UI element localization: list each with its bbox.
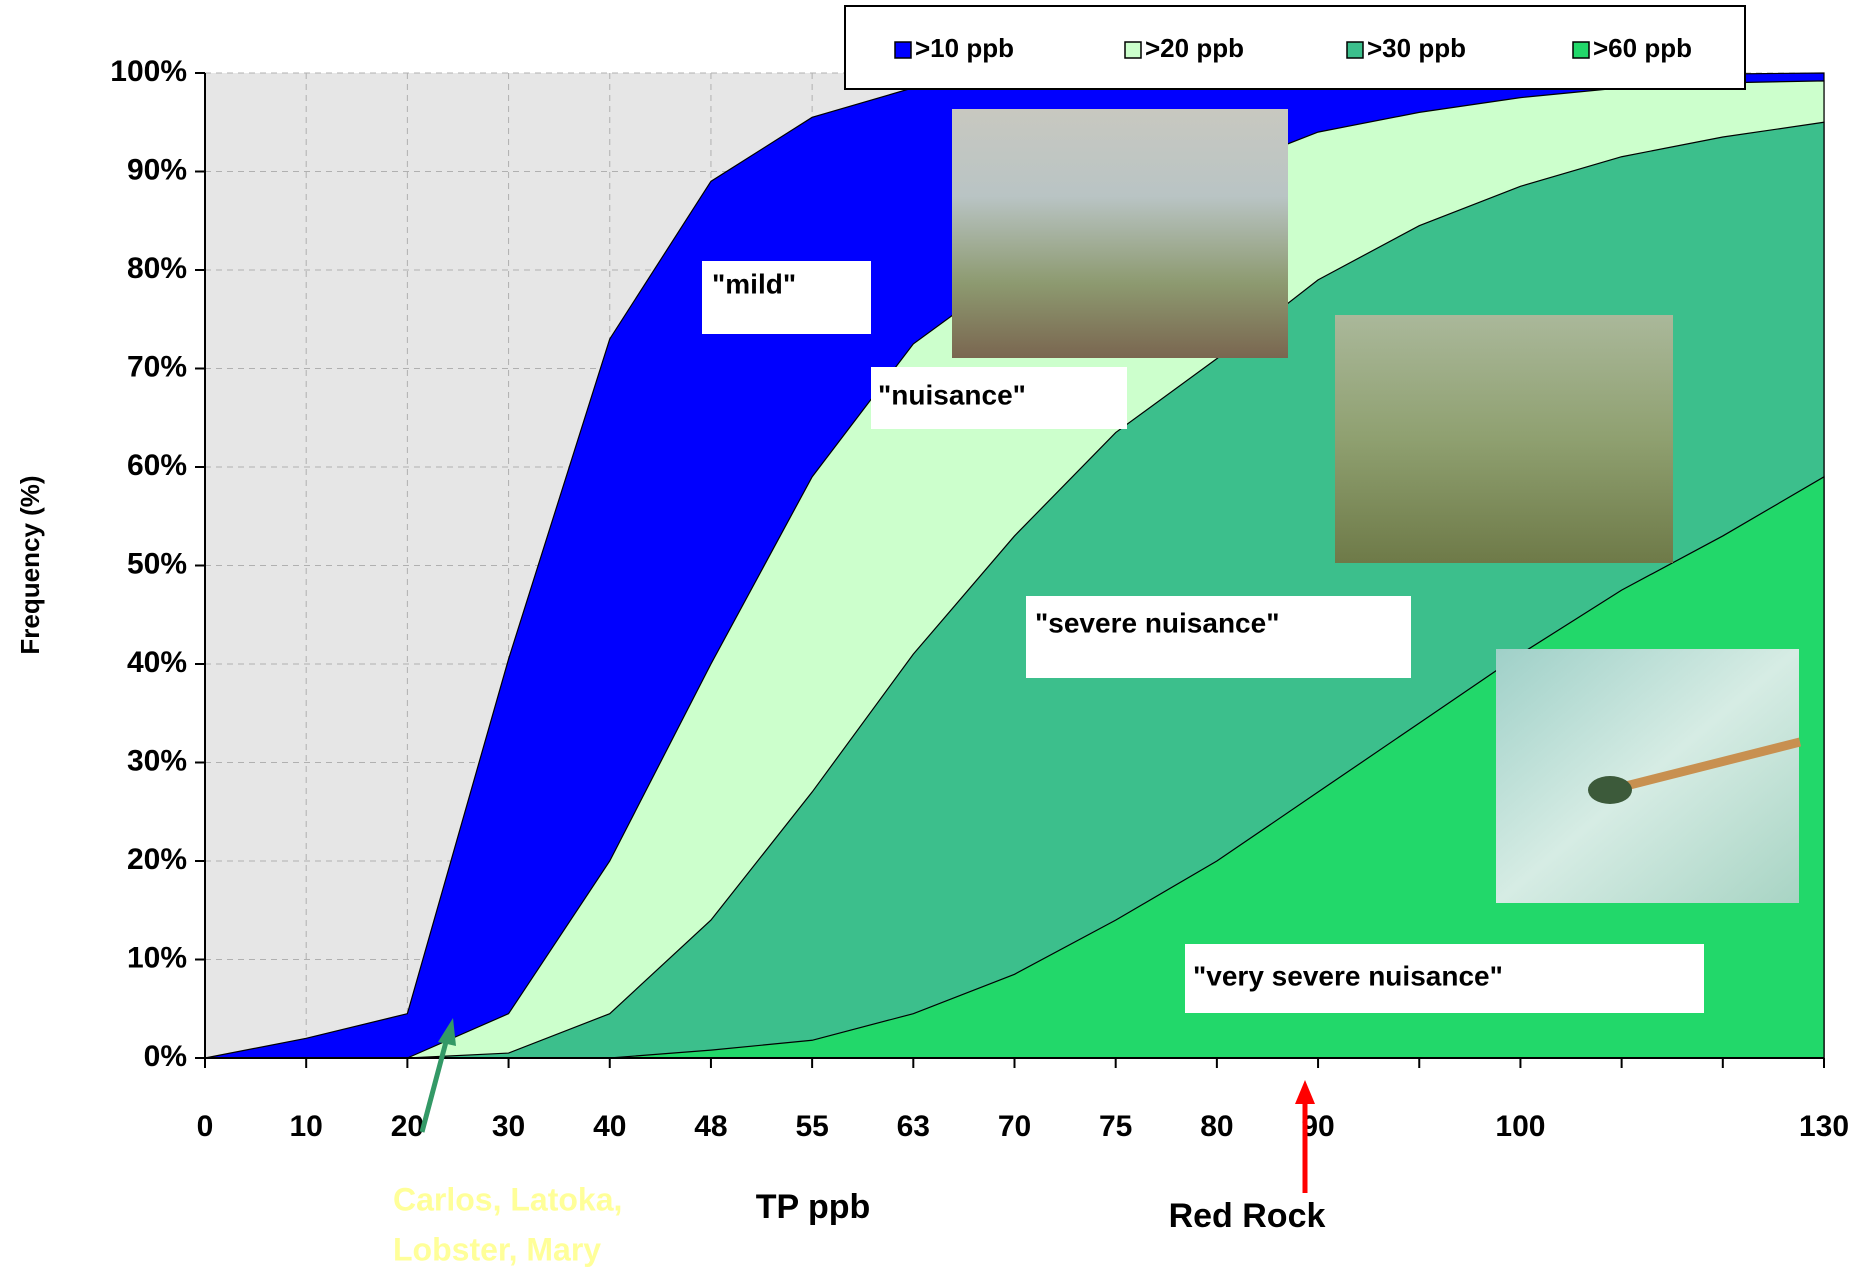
x-tick-label: 48 — [694, 1110, 727, 1143]
y-tick-label: 50% — [127, 547, 187, 580]
legend-swatch — [1572, 41, 1590, 59]
y-tick-label: 60% — [127, 449, 187, 482]
photo — [952, 109, 1288, 358]
x-tick-label: 55 — [795, 1110, 828, 1143]
y-tick-label: 0% — [144, 1040, 187, 1073]
axes: 0% 10% 20% 30% 40% 50% 60% 70% 80% 90% 100% 0 10 20 30… — [110, 55, 1849, 1143]
area — [609, 475, 1825, 1059]
y-tick-label: 10% — [127, 941, 187, 974]
legend-label: >20 ppb — [1145, 33, 1244, 63]
legend-label: >10 ppb — [915, 33, 1014, 63]
y-tick-label: 90% — [127, 153, 187, 186]
x-tick-label: 100 — [1495, 1110, 1545, 1143]
x-tick-label: 63 — [897, 1110, 930, 1143]
y-tick-label: 40% — [127, 646, 187, 679]
x-axis-title: TP ppb — [756, 1188, 871, 1226]
legend-label: >60 ppb — [1593, 33, 1692, 63]
x-tick-label: 10 — [290, 1110, 323, 1143]
annotation-box — [702, 261, 871, 334]
annotation: Carlos, Latoka, — [393, 1181, 622, 1217]
photos — [952, 109, 1802, 903]
legend-swatch — [894, 41, 912, 59]
legend-swatch — [1346, 41, 1364, 59]
y-tick-label: 20% — [127, 843, 187, 876]
annotation-boxes: "mild" "nuisance" "severe nuisance" "ver… — [702, 261, 1704, 1013]
legend-swatch — [1124, 41, 1142, 59]
legend-items: >10 ppb >20 ppb >30 ppb >60 ppb — [894, 33, 1692, 63]
annotation-box — [1185, 944, 1704, 1013]
photo — [1335, 315, 1673, 563]
x-tick-label: 30 — [492, 1110, 525, 1143]
y-tick-label: 70% — [127, 350, 187, 383]
x-tick-label: 20 — [391, 1110, 424, 1143]
annotation: Red Rock — [1169, 1197, 1326, 1235]
paddle-blade — [1588, 776, 1632, 804]
y-axis-title: Frequency (%) — [15, 475, 45, 654]
annotation: "mild" — [712, 268, 796, 299]
x-tick-label: 40 — [593, 1110, 626, 1143]
annotation: "nuisance" — [878, 379, 1026, 410]
paddle — [1608, 737, 1802, 795]
arrow-head — [438, 1018, 456, 1046]
legend — [844, 5, 1746, 90]
annotation: "severe nuisance" — [1035, 607, 1279, 638]
annotation-box — [871, 367, 1127, 429]
annotation-box — [1026, 596, 1411, 678]
annotation: "very severe nuisance" — [1193, 960, 1503, 991]
x-tick-label: 75 — [1099, 1110, 1132, 1143]
x-tick-label: 0 — [197, 1110, 214, 1143]
annotation: Lobster, Mary — [393, 1231, 601, 1267]
y-tick-label: 80% — [127, 252, 187, 285]
x-tick-label: 70 — [998, 1110, 1031, 1143]
y-tick-label: 100% — [110, 55, 187, 88]
x-tick-label: 80 — [1200, 1110, 1233, 1143]
arrow-head — [1295, 1080, 1315, 1104]
legend-label: >30 ppb — [1367, 33, 1466, 63]
y-tick-label: 30% — [127, 744, 187, 777]
arrow — [419, 1037, 450, 1133]
x-tick-label: 130 — [1799, 1110, 1849, 1143]
